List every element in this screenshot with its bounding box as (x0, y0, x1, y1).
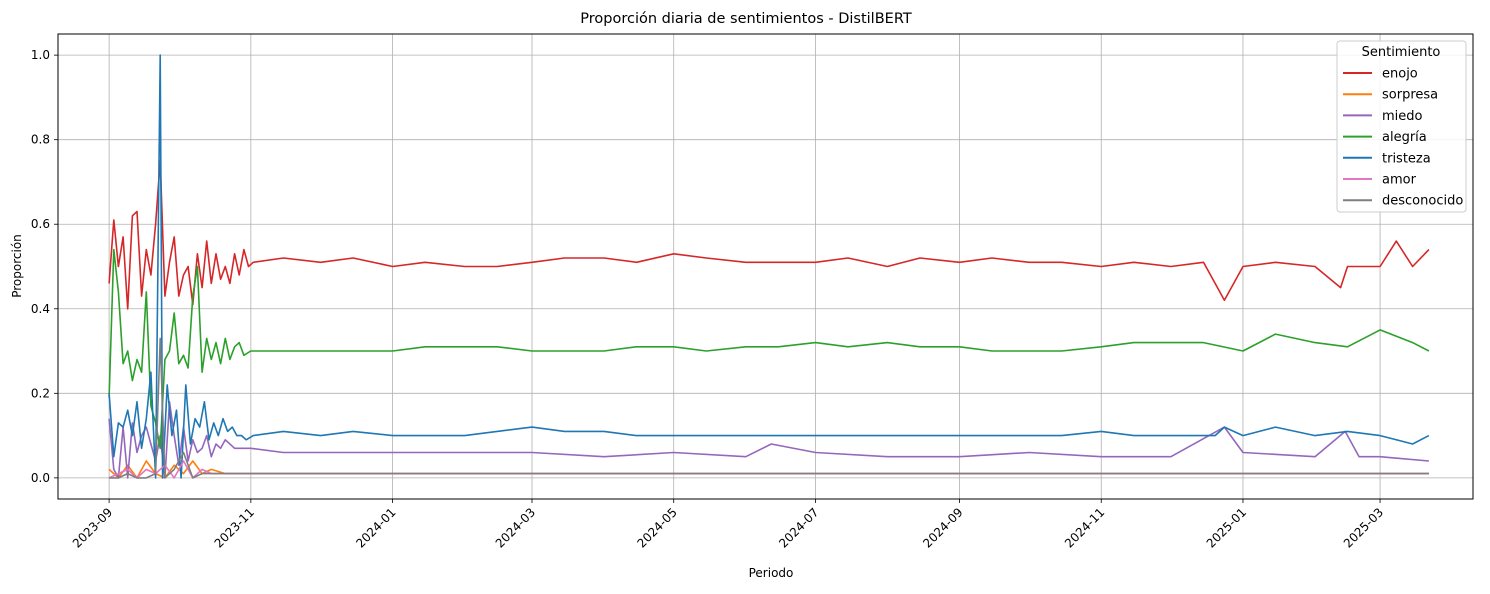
y-tick-label: 1.0 (31, 48, 50, 62)
legend-title: Sentimiento (1362, 45, 1441, 60)
y-tick-label: 0.4 (31, 302, 50, 316)
series-line-miedo (108, 400, 1429, 479)
legend-items: enojo sorpresa miedo alegría tristeza amor des… (1343, 67, 1463, 209)
y-tick-label: 0.0 (31, 471, 50, 485)
y-tick-label: 0.6 (31, 217, 50, 231)
legend-label-alegría: alegría (1382, 130, 1427, 145)
y-tick-label: 0.8 (31, 133, 50, 147)
legend-box (1336, 40, 1467, 213)
legend-label-tristeza: tristeza (1382, 151, 1431, 166)
y-axis-label: Proporción (10, 234, 24, 298)
chart-title: Proporción diaria de sentimientos - Dist… (580, 11, 912, 27)
legend: Sentimiento enojo sorpresa miedo alegría tri… (1336, 40, 1467, 213)
legend-label-sorpresa: sorpresa (1382, 88, 1438, 103)
series-line-desconocido (109, 337, 1429, 479)
legend-label-desconocido: desconocido (1382, 194, 1463, 209)
series-line-alegría (108, 248, 1430, 450)
grid-lines (58, 34, 1473, 499)
y-axis-ticks: 0.0 0.2 0.4 0.6 0.8 1.0 (31, 48, 58, 485)
plot-frame (57, 33, 1474, 500)
legend-label-amor: amor (1382, 173, 1417, 188)
series-line-tristeza (108, 54, 1430, 479)
x-axis-label: Periodo (749, 566, 794, 580)
series-layer (108, 54, 1430, 479)
y-tick-label: 0.2 (31, 386, 50, 400)
legend-label-enojo: enojo (1382, 67, 1418, 82)
legend-label-miedo: miedo (1382, 109, 1423, 124)
